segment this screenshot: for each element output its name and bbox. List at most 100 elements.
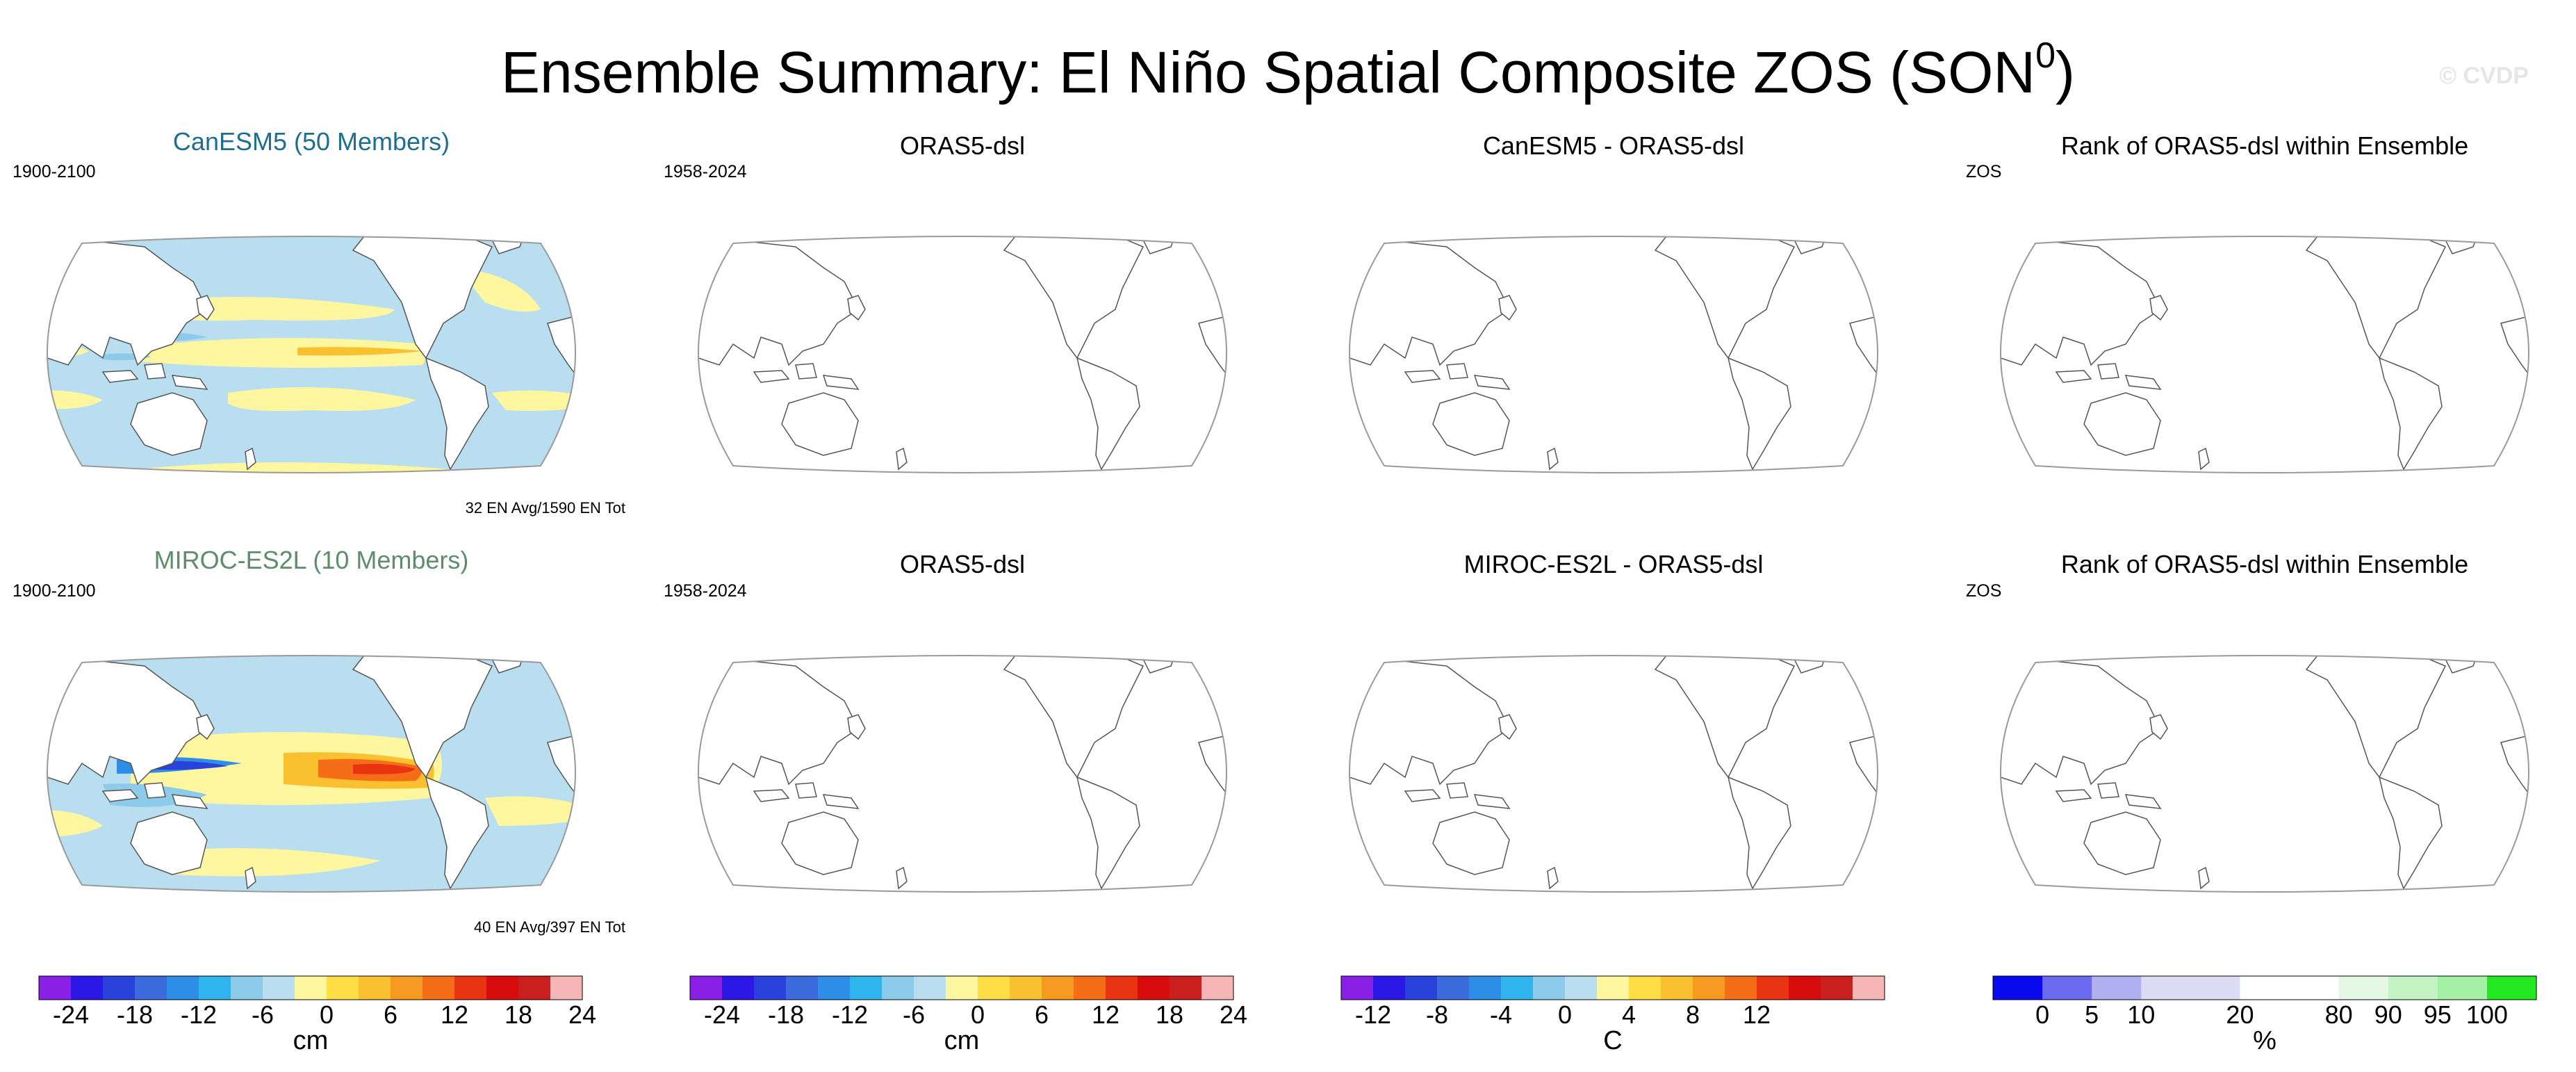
colorbar-0-swatch-2 bbox=[103, 976, 136, 1000]
colorbar-2-swatch-14 bbox=[1789, 976, 1821, 1000]
colorbar-1-swatch-2 bbox=[754, 976, 787, 1000]
colorbar-3-swatch-8 bbox=[2388, 976, 2438, 1000]
colorbar-0-swatch-7 bbox=[263, 976, 295, 1000]
colorbar-2-unit: C bbox=[1603, 1026, 1623, 1055]
colorbar-0-swatch-8 bbox=[295, 976, 327, 1000]
colorbar-3-tick-label: 5 bbox=[2085, 1000, 2099, 1029]
colorbar-2-tick-label: -4 bbox=[1489, 1000, 1512, 1029]
colorbar-3-swatch-7 bbox=[2338, 976, 2389, 1000]
panel-variable-r2c4: ZOS bbox=[1966, 581, 2002, 601]
colorbar-2-tick-label: 8 bbox=[1685, 1000, 1700, 1029]
colorbar-2-swatch-16 bbox=[1853, 976, 1885, 1000]
colorbar-2-frame bbox=[1340, 975, 1885, 1000]
colorbar-2-tick-label: 0 bbox=[1557, 1000, 1573, 1029]
colorbar-2-swatch-4 bbox=[1469, 976, 1502, 1000]
figure-title-text: Ensemble Summary: El Niño Spatial Compos… bbox=[501, 40, 2036, 105]
colorbar-3-tick-label: 20 bbox=[2226, 1000, 2254, 1029]
colorbar-1-tick-label: 24 bbox=[1219, 1000, 1248, 1029]
colorbar-1-swatch-15 bbox=[1170, 976, 1202, 1000]
colorbar-obs bbox=[689, 975, 1234, 1000]
colorbar-3-tick-label: 10 bbox=[2127, 1000, 2156, 1029]
colorbar-0-tick-label: -12 bbox=[180, 1000, 218, 1029]
colorbar-1-swatch-9 bbox=[978, 976, 1010, 1000]
colorbar-2-swatch-2 bbox=[1405, 976, 1438, 1000]
colorbar-2-swatch-13 bbox=[1757, 976, 1789, 1000]
colorbar-2-swatch-15 bbox=[1821, 976, 1853, 1000]
colorbar-1-unit: cm bbox=[944, 1026, 980, 1055]
colorbar-0-swatch-10 bbox=[359, 976, 391, 1000]
colorbar-1-swatch-1 bbox=[722, 976, 755, 1000]
colorbar-1-tick-label: -6 bbox=[902, 1000, 925, 1029]
colorbar-0-swatch-9 bbox=[327, 976, 359, 1000]
colorbar-3-tick-label: 95 bbox=[2423, 1000, 2452, 1029]
colorbar-0-swatch-15 bbox=[518, 976, 551, 1000]
colorbar-0-tick-label: 12 bbox=[440, 1000, 469, 1029]
colorbar-difference bbox=[1340, 975, 1885, 1000]
colorbar-0-unit: cm bbox=[293, 1026, 329, 1055]
colorbar-0-swatch-11 bbox=[391, 976, 423, 1000]
colorbar-1-swatch-5 bbox=[850, 976, 883, 1000]
colorbar-1-frame bbox=[689, 975, 1234, 1000]
colorbar-0-swatch-0 bbox=[39, 976, 72, 1000]
colorbar-0-swatch-3 bbox=[135, 976, 167, 1000]
colorbar-1-tick-label: 18 bbox=[1155, 1000, 1184, 1029]
colorbar-0-swatch-16 bbox=[550, 976, 583, 1000]
colorbar-2-swatch-9 bbox=[1629, 976, 1662, 1000]
colorbar-1-swatch-16 bbox=[1201, 976, 1234, 1000]
colorbar-3-swatch-5 bbox=[2240, 976, 2290, 1000]
colorbar-1-swatch-0 bbox=[690, 976, 723, 1000]
map-r1c1 bbox=[47, 236, 576, 473]
colorbar-1-swatch-13 bbox=[1106, 976, 1138, 1000]
map-r1c3 bbox=[1349, 236, 1878, 473]
colorbar-3-tick-label: 0 bbox=[2035, 1000, 2050, 1029]
colorbar-rank bbox=[1992, 975, 2537, 1000]
colorbar-1-tick-label: 6 bbox=[1034, 1000, 1049, 1029]
colorbar-0-tick-label: 0 bbox=[319, 1000, 334, 1029]
colorbar-2-swatch-10 bbox=[1661, 976, 1693, 1000]
colorbar-0-tick-label: 18 bbox=[504, 1000, 533, 1029]
colorbar-1-tick-label: -24 bbox=[703, 1000, 741, 1029]
colorbar-3-swatch-9 bbox=[2437, 976, 2488, 1000]
colorbar-2-swatch-12 bbox=[1725, 976, 1757, 1000]
figure-title-superscript: 0 bbox=[2035, 35, 2056, 76]
colorbar-1-swatch-14 bbox=[1138, 976, 1170, 1000]
colorbar-2-swatch-5 bbox=[1501, 976, 1534, 1000]
colorbar-2-swatch-0 bbox=[1341, 976, 1374, 1000]
colorbar-3-unit: % bbox=[2253, 1026, 2276, 1055]
map-r1c4 bbox=[2000, 236, 2529, 473]
colorbar-1-swatch-4 bbox=[818, 976, 851, 1000]
colorbar-2-tick-label: 4 bbox=[1621, 1000, 1636, 1029]
colorbar-0-swatch-6 bbox=[231, 976, 263, 1000]
colorbar-model bbox=[38, 975, 583, 1000]
panel-footer-r1c1: 32 EN Avg/1590 EN Tot bbox=[465, 499, 625, 517]
colorbar-0-swatch-4 bbox=[167, 976, 199, 1000]
colorbar-1-swatch-7 bbox=[914, 976, 946, 1000]
figure-title: Ensemble Summary: El Niño Spatial Compos… bbox=[0, 21, 2576, 107]
colorbar-1-swatch-8 bbox=[946, 976, 978, 1000]
colorbar-1-swatch-12 bbox=[1074, 976, 1106, 1000]
colorbar-3-swatch-1 bbox=[2042, 976, 2092, 1000]
colorbar-2-swatch-6 bbox=[1533, 976, 1566, 1000]
colorbar-3-swatch-6 bbox=[2289, 976, 2340, 1000]
panel-period-r1c1: 1900-2100 bbox=[13, 162, 96, 181]
colorbar-1-swatch-10 bbox=[1010, 976, 1042, 1000]
colorbar-1-swatch-11 bbox=[1042, 976, 1074, 1000]
colorbar-0-tick-label: -6 bbox=[251, 1000, 274, 1029]
cvdp-watermark: © CVDP bbox=[2439, 63, 2529, 89]
colorbar-3-swatch-3 bbox=[2141, 976, 2191, 1000]
colorbar-0-tick-label: 24 bbox=[568, 1000, 597, 1029]
figure-title-close: ) bbox=[2056, 40, 2075, 105]
colorbar-0-swatch-12 bbox=[423, 976, 455, 1000]
map-r2c3 bbox=[1349, 655, 1878, 893]
panel-period-r2c2: 1958-2024 bbox=[664, 581, 747, 601]
colorbar-1-tick-label: 12 bbox=[1091, 1000, 1120, 1029]
colorbar-0-frame bbox=[38, 975, 583, 1000]
colorbar-1-swatch-3 bbox=[786, 976, 819, 1000]
colorbar-2-tick-label: -12 bbox=[1354, 1000, 1392, 1029]
colorbar-0-tick-label: -18 bbox=[116, 1000, 154, 1029]
colorbar-2-tick-label: 12 bbox=[1742, 1000, 1771, 1029]
map-r2c2 bbox=[698, 655, 1227, 893]
colorbar-0-swatch-5 bbox=[199, 976, 231, 1000]
panel-period-r2c1: 1900-2100 bbox=[13, 581, 96, 601]
